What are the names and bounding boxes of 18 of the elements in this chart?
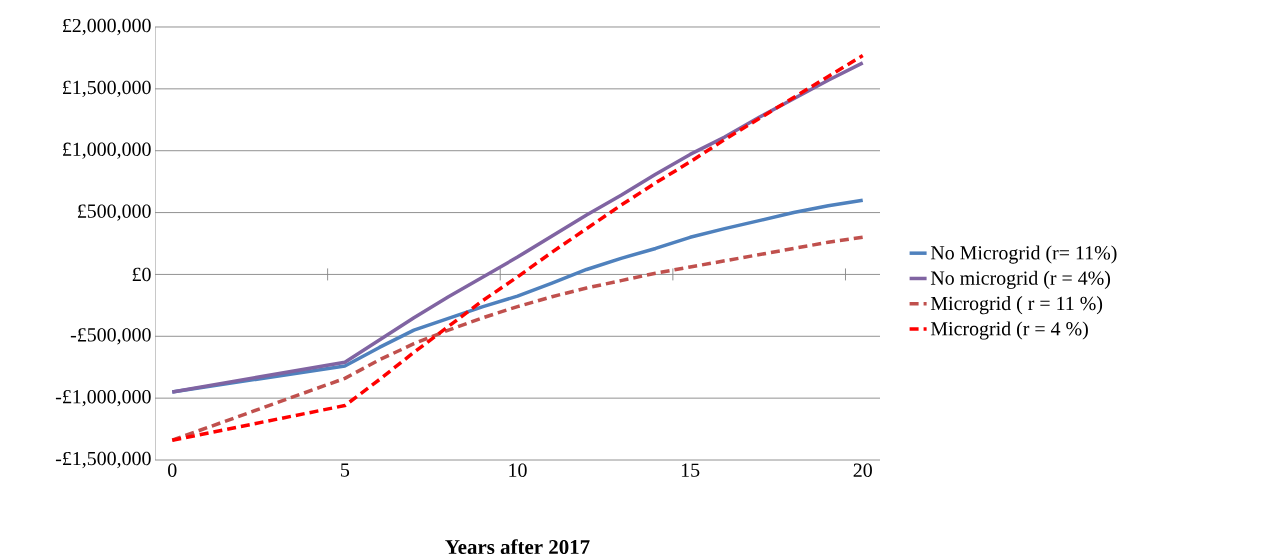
y-tick-label: £1,500,000: [62, 80, 151, 98]
legend-label: No microgrid (r = 4%): [930, 270, 1111, 289]
y-tick-label: -£1,500,000: [55, 451, 151, 469]
x-tick-label: 20: [853, 463, 872, 477]
legend-label: No Microgrid (r= 11%): [930, 245, 1117, 264]
legend-label: Microgrid (r = 4 %): [930, 321, 1088, 340]
x-tick-label: 15: [681, 463, 700, 477]
y-tick-label: -£500,000: [70, 328, 151, 345]
x-axis-title: Years after 2017: [445, 539, 590, 555]
x-tick-label: 5: [341, 463, 350, 477]
y-tick-label: £1,000,000: [62, 142, 151, 159]
x-tick-label: 0: [168, 463, 177, 477]
legend-label: Microgrid ( r = 11 %): [930, 296, 1103, 315]
y-tick-label: -£1,000,000: [55, 389, 151, 407]
y-tick-label: £0: [132, 267, 151, 282]
x-tick-label: 10: [509, 463, 527, 477]
y-tick-label: £2,000,000: [62, 18, 151, 36]
y-tick-label: £500,000: [77, 204, 151, 221]
